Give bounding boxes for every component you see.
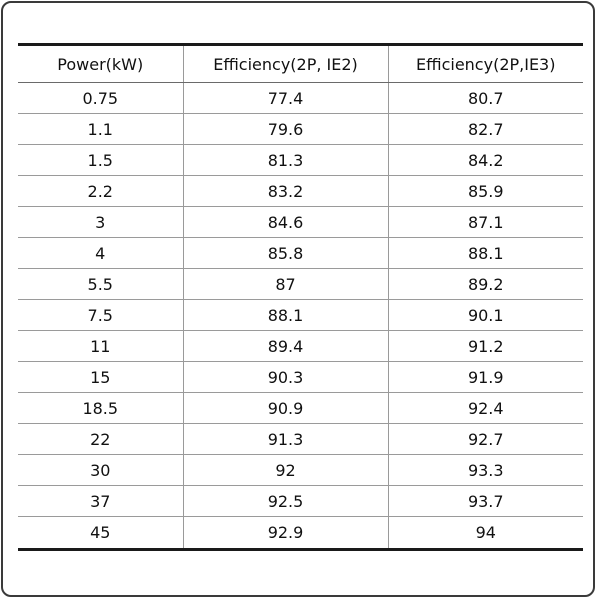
cell-power: 45 [18, 516, 183, 551]
cell-efficiency-ie3: 84.2 [387, 144, 583, 176]
cell-power: 2.2 [18, 175, 183, 207]
cell-efficiency-ie2: 91.3 [182, 423, 388, 455]
cell-efficiency-ie2: 92 [182, 454, 388, 486]
cell-efficiency-ie3: 89.2 [387, 268, 583, 300]
cell-power: 15 [18, 361, 183, 393]
cell-efficiency-ie2: 90.3 [182, 361, 388, 393]
cell-efficiency-ie3: 87.1 [387, 206, 583, 238]
cell-efficiency-ie3: 82.7 [387, 113, 583, 145]
table-row: 22 91.3 92.7 [18, 423, 583, 455]
cell-efficiency-ie2: 92.5 [182, 485, 388, 517]
cell-efficiency-ie2: 77.4 [182, 82, 388, 114]
table-row: 2.2 83.2 85.9 [18, 175, 583, 207]
table-row: 1.5 81.3 84.2 [18, 144, 583, 176]
cell-efficiency-ie3: 90.1 [387, 299, 583, 331]
cell-power: 1.1 [18, 113, 183, 145]
cell-power: 1.5 [18, 144, 183, 176]
header-power: Power(kW) [18, 43, 183, 83]
cell-power: 7.5 [18, 299, 183, 331]
cell-efficiency-ie2: 83.2 [182, 175, 388, 207]
cell-efficiency-ie3: 91.9 [387, 361, 583, 393]
table-row: 0.75 77.4 80.7 [18, 82, 583, 114]
table-row: 5.5 87 89.2 [18, 268, 583, 300]
cell-power: 0.75 [18, 82, 183, 114]
cell-efficiency-ie2: 81.3 [182, 144, 388, 176]
cell-power: 30 [18, 454, 183, 486]
cell-power: 3 [18, 206, 183, 238]
cell-efficiency-ie2: 85.8 [182, 237, 388, 269]
cell-power: 4 [18, 237, 183, 269]
cell-efficiency-ie3: 93.7 [387, 485, 583, 517]
cell-power: 5.5 [18, 268, 183, 300]
table-row: 1.1 79.6 82.7 [18, 113, 583, 145]
cell-efficiency-ie3: 88.1 [387, 237, 583, 269]
cell-efficiency-ie3: 91.2 [387, 330, 583, 362]
cell-efficiency-ie2: 87 [182, 268, 388, 300]
cell-efficiency-ie3: 93.3 [387, 454, 583, 486]
cell-efficiency-ie3: 80.7 [387, 82, 583, 114]
cell-efficiency-ie3: 92.7 [387, 423, 583, 455]
table-header-row: Power(kW) Efficiency(2P, IE2) Efficiency… [18, 43, 583, 83]
cell-efficiency-ie2: 89.4 [182, 330, 388, 362]
table-row: 30 92 93.3 [18, 454, 583, 486]
table-row: 45 92.9 94 [18, 516, 583, 551]
table-row: 7.5 88.1 90.1 [18, 299, 583, 331]
cell-power: 11 [18, 330, 183, 362]
table-row: 37 92.5 93.7 [18, 485, 583, 517]
cell-efficiency-ie3: 94 [387, 516, 583, 551]
header-efficiency-ie2: Efficiency(2P, IE2) [182, 43, 388, 83]
cell-efficiency-ie2: 79.6 [182, 113, 388, 145]
cell-efficiency-ie3: 85.9 [387, 175, 583, 207]
cell-efficiency-ie3: 92.4 [387, 392, 583, 424]
cell-power: 37 [18, 485, 183, 517]
cell-power: 18.5 [18, 392, 183, 424]
table-row: 15 90.3 91.9 [18, 361, 583, 393]
table-row: 3 84.6 87.1 [18, 206, 583, 238]
table-row: 18.5 90.9 92.4 [18, 392, 583, 424]
header-efficiency-ie3: Efficiency(2P,IE3) [387, 43, 583, 83]
table-row: 4 85.8 88.1 [18, 237, 583, 269]
efficiency-table: Power(kW) Efficiency(2P, IE2) Efficiency… [18, 43, 583, 551]
cell-efficiency-ie2: 84.6 [182, 206, 388, 238]
table-row: 11 89.4 91.2 [18, 330, 583, 362]
cell-power: 22 [18, 423, 183, 455]
table-body: 0.75 77.4 80.7 1.1 79.6 82.7 1.5 81.3 84.2 2.2 83.… [18, 82, 583, 551]
cell-efficiency-ie2: 90.9 [182, 392, 388, 424]
cell-efficiency-ie2: 88.1 [182, 299, 388, 331]
cell-efficiency-ie2: 92.9 [182, 516, 388, 551]
